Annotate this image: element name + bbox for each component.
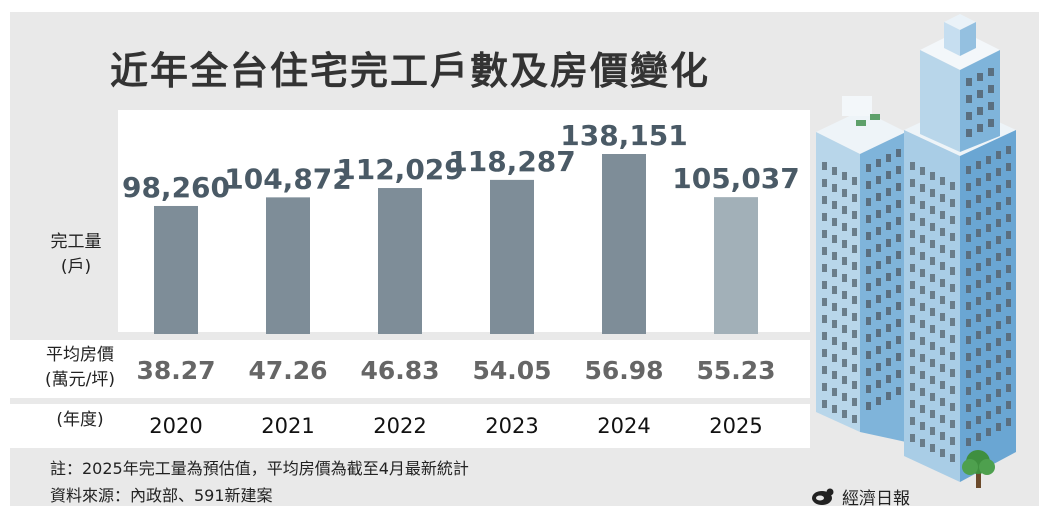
plot-area [118,110,810,332]
value-label-2021: 104,872 [224,162,352,195]
year-row-band [10,404,810,448]
value-label-2022: 112,029 [336,153,464,186]
completions-label-line-2: (戶) [60,257,92,277]
brand-name: 經濟日報 [842,489,910,509]
year-row-label: (年度) [56,410,104,430]
completions-axis-label: 完工量 (戶) [36,230,116,280]
price-row-band [10,340,810,398]
bar-2024 [602,154,646,334]
value-label-2023: 118,287 [448,145,576,178]
udn-logo-icon [812,488,834,505]
year-label-2022: 2022 [373,414,426,438]
completions-label-line-1: 完工量 [50,232,102,252]
price-label-2022: 46.83 [360,356,439,385]
year-label-2023: 2023 [485,414,538,438]
price-label-2023: 54.05 [472,356,551,385]
price-label-2020: 38.27 [136,356,215,385]
buildings-illustration [816,14,1016,488]
year-label-2025: 2025 [709,414,762,438]
price-label-line-2: (萬元/坪) [45,370,115,390]
price-label-line-1: 平均房價 [46,345,114,365]
bar-2025 [714,197,758,334]
bar-2020 [154,205,198,334]
year-label-2020: 2020 [149,414,202,438]
chart-title: 近年全台住宅完工戶數及房價變化 [109,49,710,93]
value-label-2024: 138,151 [560,119,688,152]
bar-2023 [490,179,534,334]
chart-note: 註：2025年完工量為預估值，平均房價為截至4月最新統計 [50,459,469,478]
price-label-2021: 47.26 [248,356,327,385]
chart-source: 資料來源：內政部、591新建案 [50,486,273,505]
brand: 經濟日報 [810,484,910,509]
price-label-2025: 55.23 [696,356,775,385]
year-label-2021: 2021 [261,414,314,438]
value-label-2025: 105,037 [672,162,800,195]
chart-panel: 近年全台住宅完工戶數及房價變化 完工量 (戶) 平均房價 (萬元/坪) (年度)… [10,12,1039,509]
year-label-2024: 2024 [597,414,650,438]
bar-2022 [378,188,422,334]
value-label-2020: 98,260 [122,171,230,204]
price-row-label: 平均房價 (萬元/坪) [32,343,128,393]
price-label-2024: 56.98 [584,356,663,385]
bar-2021 [266,197,310,334]
